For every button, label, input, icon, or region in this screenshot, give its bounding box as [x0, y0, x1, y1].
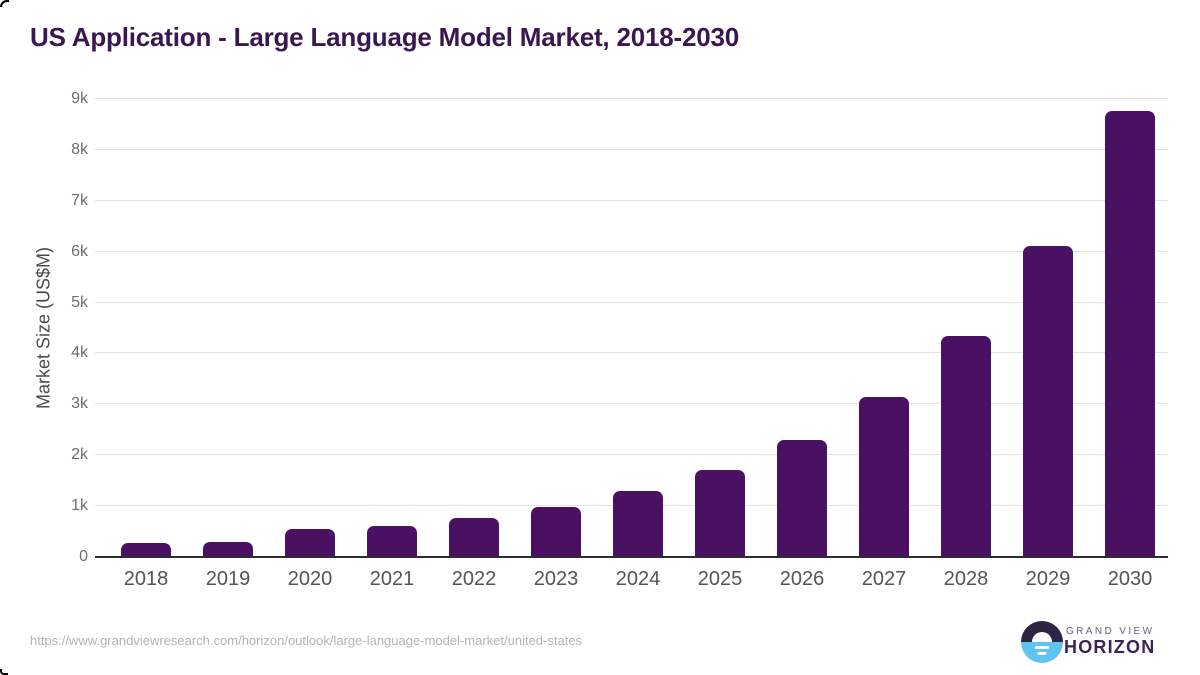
- y-tick-label: 7k: [71, 191, 88, 209]
- plot-area: [95, 98, 1168, 557]
- y-tick-label: 4k: [71, 344, 88, 362]
- x-tick-label: 2021: [369, 568, 415, 590]
- logo-text-horizon: HORIZON: [1064, 637, 1156, 657]
- x-tick-label: 2030: [1107, 568, 1153, 590]
- bar-2023: [531, 507, 581, 557]
- x-tick-label: 2029: [1025, 568, 1071, 590]
- bar-2026: [777, 439, 827, 557]
- x-tick-label: 2023: [533, 568, 579, 590]
- bar-2027: [859, 397, 909, 557]
- logo-sky-half: [1021, 621, 1063, 642]
- logo-reflection-line: [1037, 652, 1047, 655]
- chart-title: US Application - Large Language Model Ma…: [30, 22, 740, 52]
- bar-2020: [285, 528, 335, 557]
- x-tick-label: 2026: [779, 568, 825, 590]
- x-tick-label: 2028: [943, 568, 989, 590]
- bar-2030: [1105, 111, 1155, 557]
- source-url: https://www.grandviewresearch.com/horizo…: [30, 633, 583, 648]
- bar-2022: [449, 517, 499, 557]
- gridline: [95, 352, 1168, 354]
- gridline: [95, 250, 1168, 252]
- gridline: [95, 148, 1168, 150]
- screenshot-corner-artifact: [0, 669, 8, 675]
- y-tick-label: 3k: [71, 395, 88, 413]
- gridline: [95, 301, 1168, 303]
- x-axis-line: [95, 556, 1168, 558]
- x-tick-label: 2022: [451, 568, 497, 590]
- horizon-logo-icon: [1021, 621, 1063, 663]
- y-tick-label: 1k: [71, 497, 88, 515]
- gridline: [95, 454, 1168, 456]
- screenshot-corner-artifact: [0, 0, 9, 7]
- gridline: [95, 98, 1168, 99]
- gridline: [95, 199, 1168, 201]
- bar-2024: [613, 491, 663, 557]
- y-tick-label: 5k: [71, 293, 88, 311]
- y-tick-label: 0: [79, 548, 88, 565]
- y-tick-label: 2k: [71, 446, 88, 464]
- bar-2028: [941, 335, 991, 557]
- x-tick-label: 2025: [697, 568, 743, 590]
- bar-2018: [121, 542, 171, 557]
- logo-text-grand-view: GRAND VIEW: [1066, 626, 1155, 637]
- x-tick-label: 2027: [861, 568, 907, 590]
- bar-2029: [1023, 245, 1073, 557]
- y-tick-label: 9k: [71, 90, 88, 107]
- x-tick-label: 2018: [123, 568, 169, 590]
- x-tick-label: 2019: [205, 568, 251, 590]
- x-tick-label: 2024: [615, 568, 661, 590]
- y-tick-label: 8k: [71, 140, 88, 158]
- bar-2025: [695, 469, 745, 557]
- gridline: [95, 403, 1168, 405]
- bar-2021: [367, 526, 417, 557]
- y-axis-title: Market Size (US$M): [33, 246, 54, 410]
- x-tick-label: 2020: [287, 568, 333, 590]
- logo-sun-shape: [1032, 632, 1052, 642]
- logo-reflection-line: [1035, 646, 1049, 649]
- y-tick-label: 6k: [71, 242, 88, 260]
- bar-2019: [203, 541, 253, 557]
